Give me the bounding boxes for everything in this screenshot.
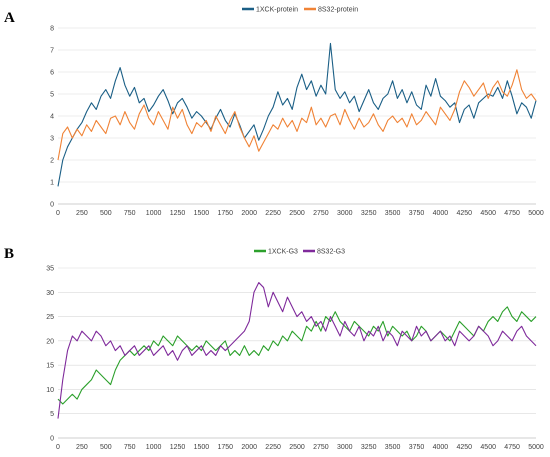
x-tick-label-b-19: 4750 bbox=[504, 444, 520, 451]
y-tick-label-b-6: 30 bbox=[46, 290, 54, 297]
x-tick-label-b-13: 3250 bbox=[361, 444, 377, 451]
x-tick-label-b-7: 1750 bbox=[218, 444, 234, 451]
x-tick-label-a-0: 0 bbox=[56, 210, 60, 217]
x-tick-label-b-11: 2750 bbox=[313, 444, 329, 451]
y-tick-label-b-2: 10 bbox=[46, 387, 54, 394]
x-tick-label-a-9: 2250 bbox=[265, 210, 281, 217]
x-tick-label-b-10: 2500 bbox=[289, 444, 305, 451]
y-tick-label-a-1: 1 bbox=[50, 180, 54, 187]
y-ticks-b: 0 5 10 15 20 25 30 35 bbox=[46, 266, 54, 443]
series-line-8s32-protein bbox=[57, 69, 537, 161]
plot-area-a bbox=[57, 42, 537, 187]
y-tick-label-b-5: 25 bbox=[46, 314, 54, 321]
x-tick-label-a-3: 750 bbox=[124, 210, 136, 217]
x-tick-label-b-12: 3000 bbox=[337, 444, 353, 451]
panel-a: A 1XCK-protein 8S32-protein 0 1 2 3 4 5 6 7 8 0 2… bbox=[4, 7, 544, 218]
y-tick-label-a-6: 6 bbox=[50, 70, 54, 77]
y-ticks-a: 0 1 2 3 4 5 6 7 8 bbox=[50, 26, 54, 209]
series-line-8s32-g3 bbox=[57, 282, 537, 419]
x-tick-label-a-4: 1000 bbox=[146, 210, 162, 217]
x-tick-label-a-19: 4750 bbox=[504, 210, 520, 217]
x-tick-label-a-15: 3750 bbox=[409, 210, 425, 217]
y-tick-label-b-3: 15 bbox=[46, 363, 54, 370]
x-tick-label-b-6: 1500 bbox=[194, 444, 210, 451]
x-tick-label-a-18: 4500 bbox=[480, 210, 496, 217]
x-tick-label-a-20: 5000 bbox=[528, 210, 544, 217]
x-tick-label-b-2: 500 bbox=[100, 444, 112, 451]
y-tick-label-a-0: 0 bbox=[50, 202, 54, 209]
gridlines-b bbox=[58, 267, 536, 439]
x-tick-label-a-16: 4000 bbox=[433, 210, 449, 217]
x-tick-label-b-14: 3500 bbox=[385, 444, 401, 451]
y-tick-label-b-1: 5 bbox=[50, 411, 54, 418]
x-tick-label-a-14: 3500 bbox=[385, 210, 401, 217]
panel-a-letter: A bbox=[4, 10, 15, 26]
x-ticks-b: 0 250 500 750 1000 1250 1500 1750 2000 2250 2500 27… bbox=[56, 444, 544, 451]
y-tick-label-b-7: 35 bbox=[46, 266, 54, 273]
x-tick-label-a-6: 1500 bbox=[194, 210, 210, 217]
x-tick-label-b-3: 750 bbox=[124, 444, 136, 451]
y-tick-label-a-3: 3 bbox=[50, 136, 54, 143]
x-tick-label-a-11: 2750 bbox=[313, 210, 329, 217]
legend-a: 1XCK-protein 8S32-protein bbox=[242, 7, 358, 14]
x-tick-label-a-1: 250 bbox=[76, 210, 88, 217]
x-tick-label-b-18: 4500 bbox=[480, 444, 496, 451]
x-tick-label-b-1: 250 bbox=[76, 444, 88, 451]
x-tick-label-b-15: 3750 bbox=[409, 444, 425, 451]
x-tick-label-a-5: 1250 bbox=[170, 210, 186, 217]
legend-label-1xck-protein: 1XCK-protein bbox=[256, 7, 298, 14]
y-tick-label-a-8: 8 bbox=[50, 26, 54, 33]
x-tick-label-a-17: 4250 bbox=[457, 210, 473, 217]
y-tick-label-a-4: 4 bbox=[50, 114, 54, 121]
gridlines-a bbox=[58, 27, 536, 205]
legend-b: 1XCK-G3 8S32-G3 bbox=[254, 249, 345, 256]
x-tick-label-b-0: 0 bbox=[56, 444, 60, 451]
x-tick-label-a-10: 2500 bbox=[289, 210, 305, 217]
y-tick-label-b-0: 0 bbox=[50, 436, 54, 443]
x-tick-label-b-16: 4000 bbox=[433, 444, 449, 451]
legend-label-8s32-protein: 8S32-protein bbox=[318, 7, 358, 14]
y-tick-label-a-5: 5 bbox=[50, 92, 54, 99]
x-tick-label-a-7: 1750 bbox=[218, 210, 234, 217]
x-tick-label-b-4: 1000 bbox=[146, 444, 162, 451]
x-tick-label-b-17: 4250 bbox=[457, 444, 473, 451]
series-line-1xck-protein bbox=[57, 42, 537, 187]
y-tick-label-a-7: 7 bbox=[50, 48, 54, 55]
x-tick-label-a-13: 3250 bbox=[361, 210, 377, 217]
x-tick-label-a-8: 2000 bbox=[241, 210, 257, 217]
x-tick-label-a-2: 500 bbox=[100, 210, 112, 217]
y-tick-label-b-4: 20 bbox=[46, 338, 54, 345]
plot-area-b bbox=[57, 282, 537, 419]
panel-b-letter: B bbox=[4, 246, 14, 262]
x-tick-label-b-20: 5000 bbox=[528, 444, 544, 451]
y-tick-label-a-2: 2 bbox=[50, 158, 54, 165]
x-tick-label-b-5: 1250 bbox=[170, 444, 186, 451]
x-tick-label-b-8: 2000 bbox=[241, 444, 257, 451]
legend-label-1xck-g3: 1XCK-G3 bbox=[268, 249, 298, 256]
panel-b: B 1XCK-G3 8S32-G3 0 5 10 15 20 25 30 35 0 250 500… bbox=[4, 246, 544, 451]
x-tick-label-a-12: 3000 bbox=[337, 210, 353, 217]
legend-label-8s32-g3: 8S32-G3 bbox=[317, 249, 345, 256]
x-ticks-a: 0 250 500 750 1000 1250 1500 1750 2000 2250 2500 27… bbox=[56, 210, 544, 217]
x-tick-label-b-9: 2250 bbox=[265, 444, 281, 451]
